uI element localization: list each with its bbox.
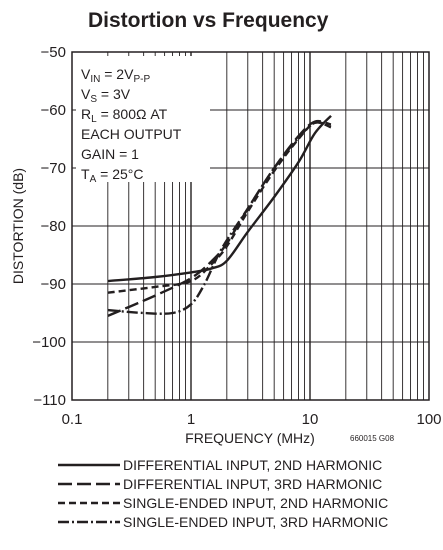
y-tick-label: −60 [41, 102, 66, 119]
condition-vs: VS = 3V [81, 86, 131, 105]
legend-label: DIFFERENTIAL INPUT, 2ND HARMONIC [123, 457, 382, 473]
y-tick-label: −50 [41, 44, 66, 61]
y-axis-ticks: −50 −60 −70 −80 −90 −100 −110 [32, 44, 66, 409]
series-line-3 [107, 121, 332, 294]
condition-vin: VIN = 2VP-P [81, 66, 150, 85]
x-axis-ticks: 0.1 1 10 100 [62, 411, 442, 428]
plot-frame [71, 51, 430, 401]
curves [107, 114, 332, 318]
x-axis-label: FREQUENCY (MHz) [185, 430, 315, 446]
y-tick-label: −90 [41, 276, 66, 293]
y-axis-label: DISTORTION (dB) [10, 168, 26, 284]
legend: DIFFERENTIAL INPUT, 2ND HARMONIC DIFFEREN… [58, 457, 388, 530]
x-tick-label: 1 [187, 411, 195, 428]
chart-title: Distortion vs Frequency [88, 9, 329, 32]
condition-ta: TA = 25°C [81, 166, 143, 185]
series-line-1 [107, 114, 332, 283]
y-tick-label: −80 [41, 218, 66, 235]
x-tick-label: 10 [302, 411, 319, 428]
y-tick-label: −110 [33, 392, 66, 409]
test-conditions: VIN = 2VP-P VS = 3V RL = 800Ω AT EACH OU… [81, 66, 182, 185]
legend-label: SINGLE-ENDED INPUT, 3RD HARMONIC [123, 514, 388, 530]
legend-label: SINGLE-ENDED INPUT, 2ND HARMONIC [123, 495, 388, 511]
y-tick-label: −100 [32, 334, 66, 351]
figure-code: 660015 G08 [350, 434, 395, 443]
x-tick-label: 0.1 [62, 411, 83, 428]
series-line-4 [107, 121, 332, 315]
condition-rl: RL = 800Ω AT [81, 106, 168, 125]
legend-label: DIFFERENTIAL INPUT, 3RD HARMONIC [123, 476, 382, 492]
condition-each-output: EACH OUTPUT [81, 126, 182, 142]
y-tick-label: −70 [41, 160, 66, 177]
conditions-background [76, 56, 210, 182]
x-tick-label: 100 [416, 411, 441, 428]
condition-gain: GAIN = 1 [81, 146, 139, 162]
